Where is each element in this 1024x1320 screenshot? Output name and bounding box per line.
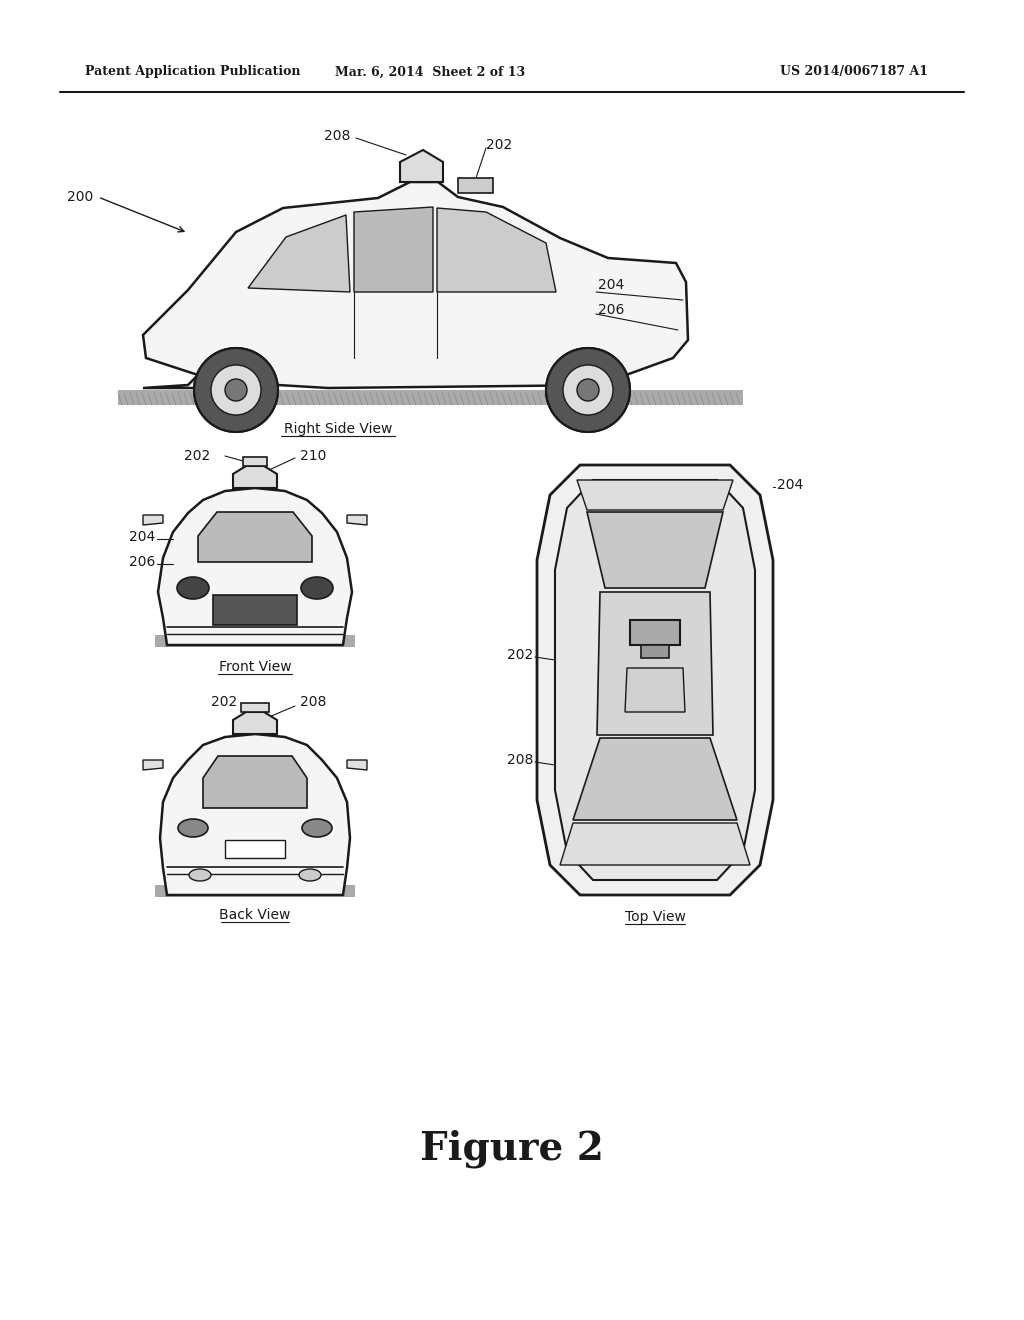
Polygon shape [625, 668, 685, 711]
Ellipse shape [211, 366, 261, 414]
Ellipse shape [301, 577, 333, 599]
Bar [118, 389, 743, 405]
Polygon shape [537, 465, 773, 895]
Text: 204: 204 [598, 279, 625, 292]
Polygon shape [241, 704, 269, 711]
Polygon shape [587, 512, 723, 587]
Bar [155, 884, 355, 898]
Text: Front View: Front View [219, 660, 291, 675]
Polygon shape [143, 515, 163, 525]
Polygon shape [354, 207, 433, 292]
Text: Top View: Top View [625, 909, 685, 924]
Ellipse shape [178, 818, 208, 837]
Text: 206: 206 [129, 554, 155, 569]
Polygon shape [160, 734, 350, 895]
Polygon shape [400, 150, 443, 182]
Polygon shape [233, 711, 278, 734]
Polygon shape [233, 466, 278, 488]
Text: 202: 202 [183, 449, 210, 463]
Text: 210: 210 [300, 449, 327, 463]
Ellipse shape [189, 869, 211, 880]
Text: Figure 2: Figure 2 [420, 1130, 604, 1168]
Polygon shape [577, 480, 733, 510]
Text: Mar. 6, 2014  Sheet 2 of 13: Mar. 6, 2014 Sheet 2 of 13 [335, 66, 525, 78]
Polygon shape [203, 756, 307, 808]
Polygon shape [347, 760, 367, 770]
Text: 202: 202 [211, 696, 237, 709]
Text: 202: 202 [507, 648, 534, 663]
Polygon shape [143, 182, 688, 388]
Text: US 2014/0067187 A1: US 2014/0067187 A1 [780, 66, 928, 78]
Ellipse shape [302, 818, 332, 837]
Text: Right Side View: Right Side View [284, 422, 392, 436]
Bar [155, 635, 355, 647]
Polygon shape [198, 512, 312, 562]
Polygon shape [158, 488, 352, 645]
Text: 204: 204 [777, 478, 803, 492]
Text: 200: 200 [67, 190, 93, 205]
Polygon shape [560, 822, 750, 865]
Ellipse shape [299, 869, 321, 880]
Ellipse shape [225, 379, 247, 401]
Polygon shape [248, 215, 350, 292]
Polygon shape [437, 209, 556, 292]
Bar [213, 595, 297, 624]
Text: 202: 202 [486, 139, 512, 152]
Text: 208: 208 [324, 129, 350, 143]
Polygon shape [573, 738, 737, 820]
Text: 204: 204 [129, 531, 155, 544]
Polygon shape [641, 645, 669, 657]
Ellipse shape [194, 348, 278, 432]
Polygon shape [347, 515, 367, 525]
Text: 208: 208 [300, 696, 327, 709]
Ellipse shape [563, 366, 613, 414]
Text: 206: 206 [598, 304, 625, 317]
Polygon shape [143, 760, 163, 770]
Ellipse shape [177, 577, 209, 599]
Polygon shape [630, 620, 680, 645]
Text: 208: 208 [507, 752, 534, 767]
Text: Patent Application Publication: Patent Application Publication [85, 66, 300, 78]
Ellipse shape [577, 379, 599, 401]
Polygon shape [555, 480, 755, 880]
Bar [225, 840, 285, 858]
Polygon shape [597, 591, 713, 735]
Text: Back View: Back View [219, 908, 291, 921]
Polygon shape [243, 457, 267, 466]
Ellipse shape [546, 348, 630, 432]
Polygon shape [458, 178, 493, 193]
